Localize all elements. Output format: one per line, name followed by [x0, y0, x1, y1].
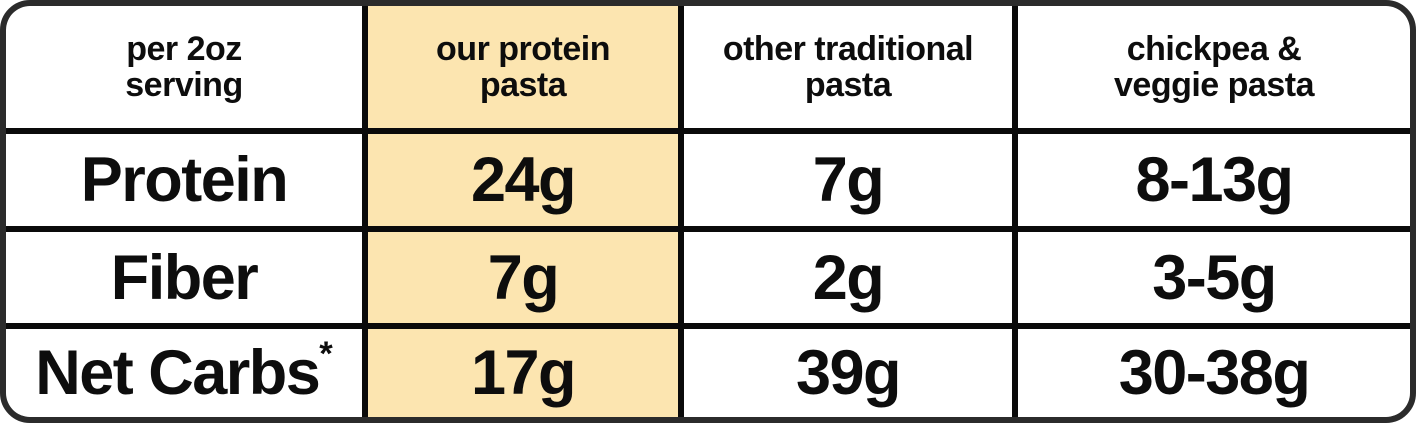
header-line-2: veggie pasta — [1114, 66, 1314, 104]
row-label-net-carbs: Net Carbs * — [6, 329, 362, 417]
cell-value: 24g — [470, 145, 577, 215]
cell-value: 7g — [812, 145, 885, 215]
header-text-chickpea-veggie-pasta: chickpea & veggie pasta — [1114, 29, 1314, 104]
header-text-our-protein-pasta: our protein pasta — [436, 29, 610, 104]
asterisk-footnote-marker: * — [319, 335, 333, 374]
cell-fiber-chickpea-pasta: 3-5g — [1018, 232, 1410, 323]
cell-value: 3-5g — [1152, 242, 1277, 313]
header-cell-our-protein-pasta: our protein pasta — [368, 6, 678, 128]
header-line-1: chickpea & — [1126, 29, 1302, 68]
cell-value: 30-38g — [1118, 338, 1311, 408]
cell-value: 17g — [470, 338, 577, 408]
row-label-text: Net Carbs — [35, 338, 321, 408]
cell-net-carbs-our-pasta: 17g — [368, 329, 678, 417]
cell-value: 8-13g — [1135, 145, 1294, 215]
cell-value: 39g — [795, 338, 902, 408]
header-text-other-traditional-pasta: other traditional pasta — [722, 29, 974, 104]
header-cell-chickpea-veggie-pasta: chickpea & veggie pasta — [1018, 6, 1410, 128]
header-line-1: other traditional — [722, 29, 974, 68]
row-label-text: Protein — [80, 145, 289, 215]
header-line-2: pasta — [479, 66, 567, 104]
cell-protein-traditional-pasta: 7g — [684, 134, 1012, 226]
header-line-1: per 2oz — [126, 29, 242, 68]
header-cell-per-serving: per 2oz serving — [6, 6, 362, 128]
cell-net-carbs-traditional-pasta: 39g — [684, 329, 1012, 417]
cell-protein-our-pasta: 24g — [368, 134, 678, 226]
header-text-per-serving: per 2oz serving — [125, 29, 243, 104]
header-cell-other-traditional-pasta: other traditional pasta — [684, 6, 1012, 128]
row-label-fiber: Fiber — [6, 232, 362, 323]
row-label-text: Fiber — [110, 242, 259, 313]
cell-value: 7g — [487, 242, 560, 313]
cell-net-carbs-chickpea-pasta: 30-38g — [1018, 329, 1410, 417]
cell-fiber-our-pasta: 7g — [368, 232, 678, 323]
cell-fiber-traditional-pasta: 2g — [684, 232, 1012, 323]
cell-protein-chickpea-pasta: 8-13g — [1018, 134, 1410, 226]
header-line-1: our protein — [436, 29, 610, 68]
row-label-protein: Protein — [6, 134, 362, 226]
header-line-2: serving — [125, 66, 243, 104]
header-line-2: pasta — [804, 66, 892, 104]
cell-value: 2g — [812, 242, 885, 313]
